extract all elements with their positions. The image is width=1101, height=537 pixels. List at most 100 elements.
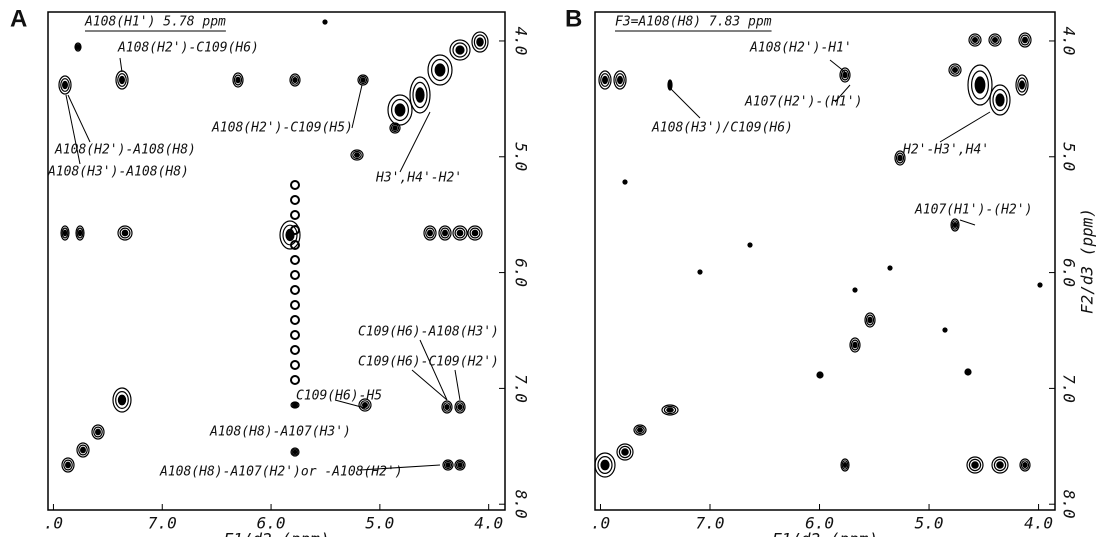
contour-peak <box>455 45 465 55</box>
contour-peak <box>1015 74 1029 96</box>
contour-peak <box>290 210 300 220</box>
y-tick-label: 6.0 <box>512 258 531 287</box>
annotation-leader <box>419 339 448 401</box>
contour-peak <box>112 387 132 413</box>
contour-peak <box>449 39 471 61</box>
peak-annotation: C109(H6)-A108(H3') <box>358 325 499 340</box>
contour-peak <box>76 227 84 239</box>
y-tick-label: 6.0 <box>1060 258 1079 287</box>
contour-peak <box>452 225 468 241</box>
contour-peak <box>352 150 362 160</box>
contour-peak <box>816 371 824 379</box>
annotation-leader <box>834 84 851 103</box>
contour-peak <box>888 266 892 270</box>
contour-peak <box>292 76 298 83</box>
contour-peak <box>118 75 125 85</box>
contour-peak <box>970 70 989 100</box>
contour-peak <box>61 80 68 90</box>
contour-peak <box>992 88 1008 112</box>
contour-peak <box>75 43 81 51</box>
contour-peak <box>840 458 850 472</box>
x-axis-title: F1/d2 (ppm) <box>224 530 330 537</box>
contour-peak <box>434 63 446 77</box>
annotation-leader <box>359 464 441 471</box>
x-tick-label: 4.0 <box>1024 514 1053 533</box>
contour-peak <box>74 42 82 52</box>
contour-peak <box>391 98 410 122</box>
contour-peak <box>291 402 299 408</box>
contour-peak <box>966 456 984 474</box>
contour-peak <box>1017 77 1027 93</box>
contour-peak <box>616 75 623 85</box>
contour-peak <box>636 427 643 433</box>
contour-peak <box>290 195 300 205</box>
contour-peak <box>441 400 453 414</box>
contour-peak <box>117 73 127 87</box>
contour-peak <box>392 125 398 131</box>
contour-peak <box>358 398 372 412</box>
contour-peak <box>618 445 632 459</box>
contour-peak <box>598 70 612 90</box>
contour-peak <box>965 369 971 375</box>
peak-annotation: A107(H1')-(H2') <box>914 203 1032 218</box>
contour-peak <box>600 73 610 87</box>
contour-peak <box>950 218 960 232</box>
annotation-leader <box>119 57 123 73</box>
contour-peak <box>454 459 466 471</box>
contour-peak <box>989 84 1011 116</box>
contour-peak <box>895 152 905 164</box>
contour-peak <box>427 229 434 237</box>
contour-peak <box>473 34 487 50</box>
contour-peak <box>290 345 300 355</box>
peak-annotation: A108(H3')/C109(H6) <box>651 121 793 136</box>
contour-peak <box>93 426 103 438</box>
contour-peak <box>63 459 73 471</box>
y-tick-label: 5.0 <box>1060 142 1079 171</box>
panel-header: A108(H1') 5.78 ppm <box>84 15 226 30</box>
contour-peak <box>350 149 364 161</box>
contour-peak <box>948 63 962 77</box>
contour-peak <box>61 227 69 239</box>
contour-peak <box>661 404 679 416</box>
contour-peak <box>362 402 369 409</box>
annotation-leader <box>959 219 976 226</box>
contour-peak <box>666 407 674 413</box>
contour-peak <box>840 69 850 81</box>
contour-peak <box>415 87 425 103</box>
contour-peak <box>853 288 857 292</box>
y-tick-label: 4.0 <box>512 27 531 56</box>
contour-peak <box>292 449 298 455</box>
contour-peak <box>64 461 71 469</box>
contour-peak <box>467 225 483 241</box>
contour-peak <box>613 70 627 90</box>
contour-peak <box>290 225 300 235</box>
contour-peak <box>594 452 616 478</box>
contour-peak <box>91 424 105 440</box>
contour-peak <box>290 375 300 385</box>
contour-peak <box>991 456 1009 474</box>
contour-peak <box>115 391 129 410</box>
contour-peak <box>839 67 851 83</box>
contour-peak <box>290 255 300 265</box>
y-tick-label: 7.0 <box>512 374 531 403</box>
contour-peak <box>423 225 437 241</box>
contour-peak <box>292 403 298 407</box>
contour-peak <box>1019 458 1031 472</box>
contour-peak <box>698 270 702 274</box>
contour-peak <box>61 457 75 473</box>
annotation-leader <box>334 399 366 409</box>
annotation-leader <box>67 94 91 143</box>
contour-peak <box>1018 32 1032 48</box>
annotation-leader <box>669 87 701 119</box>
peak-annotation: A108(H2')-H1' <box>749 41 852 56</box>
peak-annotation: A107(H2')-(H1') <box>744 95 862 110</box>
contour-peak <box>455 402 465 412</box>
contour-peak <box>121 229 129 237</box>
contour-peak <box>950 65 960 75</box>
contour-peak <box>235 76 241 84</box>
contour-peak <box>964 368 972 376</box>
contour-peak <box>409 76 431 114</box>
contour-peak <box>600 459 610 471</box>
